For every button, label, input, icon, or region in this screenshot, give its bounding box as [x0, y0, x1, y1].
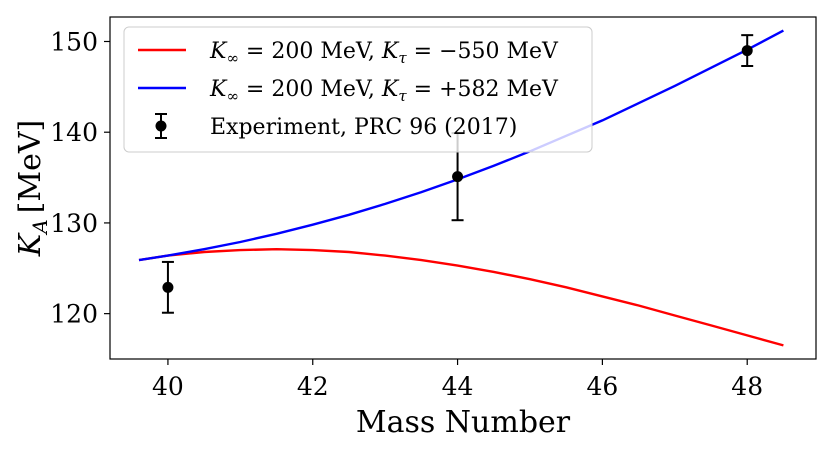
y-tick-label: 130 [50, 209, 98, 238]
y-axis-label-unit: [MeV] [13, 120, 48, 214]
y-axis-ticks: 120 130 140 150 [50, 27, 110, 329]
legend-swatch-experiment [155, 113, 167, 139]
x-tick-label: 42 [297, 372, 329, 401]
x-tick-label: 44 [442, 372, 474, 401]
experiment-point [741, 34, 754, 67]
y-axis-label: KA [MeV] [13, 120, 52, 257]
y-tick-label: 150 [50, 27, 98, 56]
x-tick-label: 40 [152, 372, 184, 401]
data-marker [741, 45, 753, 57]
y-axis-label-subscript: A [28, 219, 52, 235]
series-line-0 [138, 247, 784, 347]
experiment-point [161, 260, 174, 314]
y-axis-label-symbol: K [13, 232, 48, 257]
x-axis-label: Mass Number [356, 405, 571, 440]
y-tick-label: 120 [50, 300, 98, 329]
plot-area-frame [109, 16, 817, 360]
legend-entry-red: K∞ = 200 MeV, Kτ = −550 MeV [209, 39, 559, 67]
x-tick-label: 46 [586, 372, 618, 401]
errorbar-layer [161, 34, 754, 314]
x-axis-ticks: 40 42 44 46 48 [152, 359, 763, 401]
data-marker [162, 281, 174, 293]
x-tick-label: 48 [731, 372, 763, 401]
legend-entry-experiment: Experiment, PRC 96 (2017) [210, 115, 517, 140]
legend: K∞ = 200 MeV, Kτ = −550 MeV K∞ = 200 MeV… [123, 26, 593, 153]
data-marker [452, 171, 464, 183]
legend-box [123, 26, 593, 153]
y-tick-label: 140 [50, 118, 98, 147]
legend-entry-blue: K∞ = 200 MeV, Kτ = +582 MeV [209, 77, 559, 105]
